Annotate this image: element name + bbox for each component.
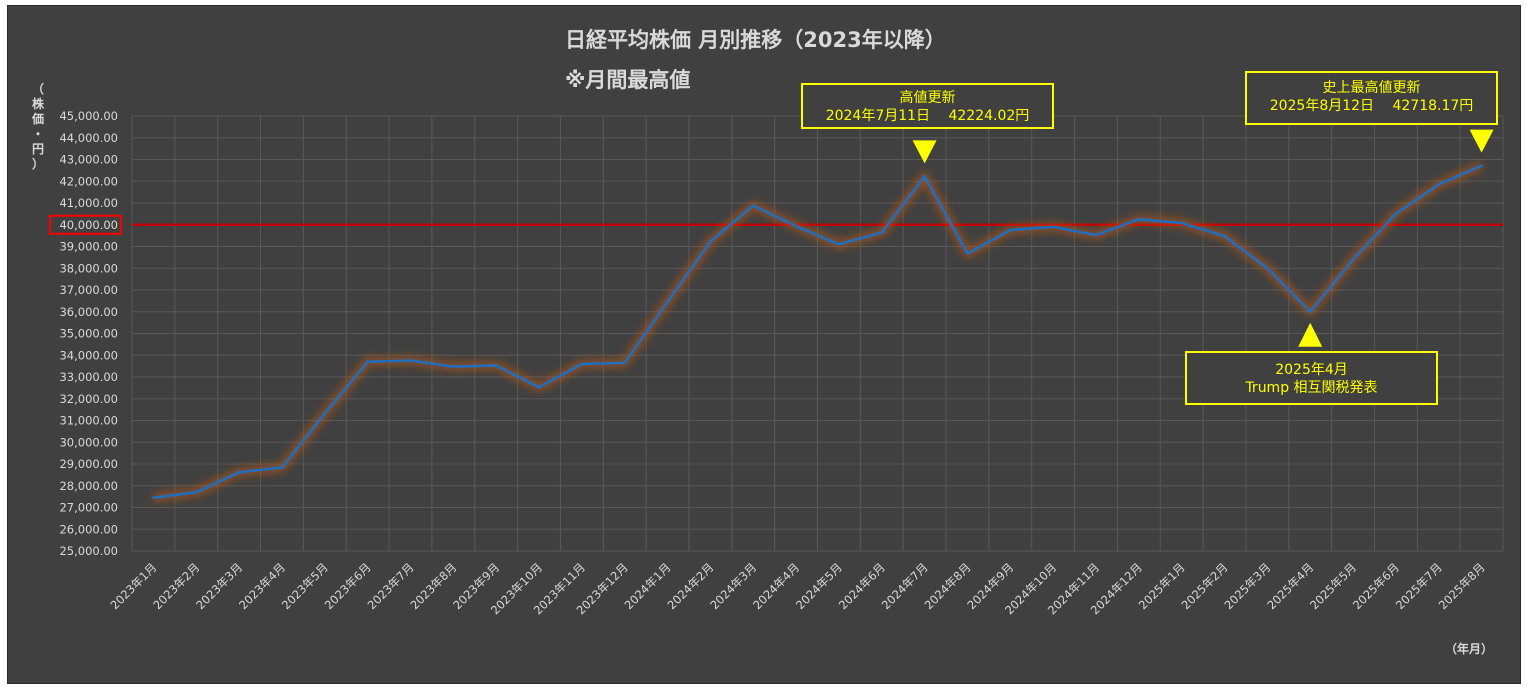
callout-line: 2024年7月11日 42224.02円 — [825, 108, 1030, 124]
y-tick-label: 40,000.00 — [59, 218, 118, 232]
data-point — [452, 365, 455, 368]
data-point — [1266, 267, 1269, 270]
annotation-markers — [912, 129, 1494, 347]
annotation-marker-triangle — [912, 140, 937, 164]
data-point — [366, 360, 369, 363]
data-point — [1309, 310, 1312, 313]
data-point — [580, 362, 584, 366]
annotation-callout-record-2024: 高値更新 2024年7月11日 42224.02円 — [801, 83, 1054, 129]
y-axis-label-char: 円 — [31, 142, 44, 156]
callout-line: Trump 相互関税発表 — [1245, 380, 1378, 396]
gridlines — [131, 115, 1504, 552]
data-point — [195, 491, 198, 494]
series-line-group — [152, 161, 1484, 503]
callout-line: 史上最高値更新 — [1322, 80, 1421, 96]
y-tick-label: 39,000.00 — [59, 240, 118, 254]
y-tick-label: 36,000.00 — [59, 305, 118, 319]
y-tick-label: 38,000.00 — [59, 261, 118, 275]
data-point — [623, 361, 626, 365]
data-point — [323, 412, 326, 415]
y-tick-label: 34,000.00 — [59, 348, 118, 362]
highlighted-tick-box — [49, 214, 122, 235]
data-point — [1180, 221, 1183, 225]
y-axis-label-char: 株 — [31, 97, 44, 111]
data-point — [1437, 183, 1440, 186]
data-point — [1051, 225, 1055, 229]
series-line — [153, 164, 1483, 499]
y-tick-label: 41,000.00 — [59, 196, 118, 210]
data-point — [494, 364, 498, 367]
data-point — [709, 240, 712, 243]
y-tick-label: 33,000.00 — [59, 370, 118, 384]
y-tick-label: 44,000.00 — [59, 131, 118, 145]
data-point — [409, 359, 412, 362]
y-tick-label: 25,000.00 — [59, 544, 118, 558]
x-axis-ticks: 2023年1月2023年2月2023年3月2023年4月2023年5月2023年… — [108, 560, 1488, 617]
y-tick-label: 30,000.00 — [59, 435, 118, 449]
y-axis-ticks: 25,000.00 26,000.00 27,000.00 28,000.00 29,0… — [49, 109, 122, 558]
data-point — [923, 175, 926, 178]
data-point — [1094, 233, 1098, 237]
y-tick-label: 31,000.00 — [59, 414, 118, 428]
data-point — [152, 496, 155, 499]
data-point — [1351, 258, 1355, 261]
chart-subtitle: ※月間最高値 — [565, 68, 691, 92]
x-axis-unit-label: （年月） — [1444, 642, 1493, 656]
y-tick-label: 26,000.00 — [59, 522, 118, 536]
y-tick-label: 42,000.00 — [59, 174, 118, 188]
data-point — [1394, 212, 1398, 215]
y-tick-label: 27,000.00 — [59, 501, 118, 515]
annotation-callout-tariff: 2025年4月 Trump 相互関税発表 — [1185, 351, 1438, 405]
annotation-marker-triangle — [1469, 129, 1494, 153]
data-point — [1223, 234, 1226, 238]
y-axis-label-char: ） — [31, 157, 44, 171]
data-point — [1009, 228, 1012, 232]
data-point — [752, 204, 755, 207]
data-point — [537, 386, 541, 389]
y-tick-label: 37,000.00 — [59, 283, 118, 297]
y-axis-label: （ 株 価 ・ 円 ） — [28, 82, 48, 172]
y-tick-label: 29,000.00 — [59, 457, 118, 471]
annotation-marker-triangle — [1298, 322, 1323, 347]
y-tick-label: 35,000.00 — [59, 327, 118, 341]
y-tick-label: 45,000.00 — [59, 109, 118, 123]
callout-line: 2025年4月 — [1275, 362, 1348, 378]
data-point — [666, 300, 669, 304]
data-point — [966, 252, 969, 255]
data-point — [1480, 164, 1483, 167]
data-point — [794, 224, 798, 228]
data-point — [280, 466, 284, 469]
y-axis-label-char: 価 — [31, 112, 44, 126]
chart-title: 日経平均株価 月別推移（2023年以降） — [565, 28, 946, 52]
y-tick-label: 43,000.00 — [59, 153, 118, 167]
data-point — [837, 243, 841, 246]
data-point — [880, 231, 883, 234]
x-tick-label: 2025年8月 — [1436, 560, 1488, 612]
data-point — [237, 471, 241, 474]
callout-line: 2025年8月12日 42718.17円 — [1269, 98, 1474, 114]
y-axis-label-char: ・ — [31, 127, 44, 141]
y-tick-label: 28,000.00 — [59, 479, 118, 493]
y-axis-label-char: （ — [31, 82, 44, 96]
annotation-callout-record-2025: 史上最高値更新 2025年8月12日 42718.17円 — [1245, 71, 1498, 125]
callout-line: 高値更新 — [899, 90, 956, 106]
data-point — [1137, 218, 1141, 221]
y-tick-label: 32,000.00 — [59, 392, 118, 406]
